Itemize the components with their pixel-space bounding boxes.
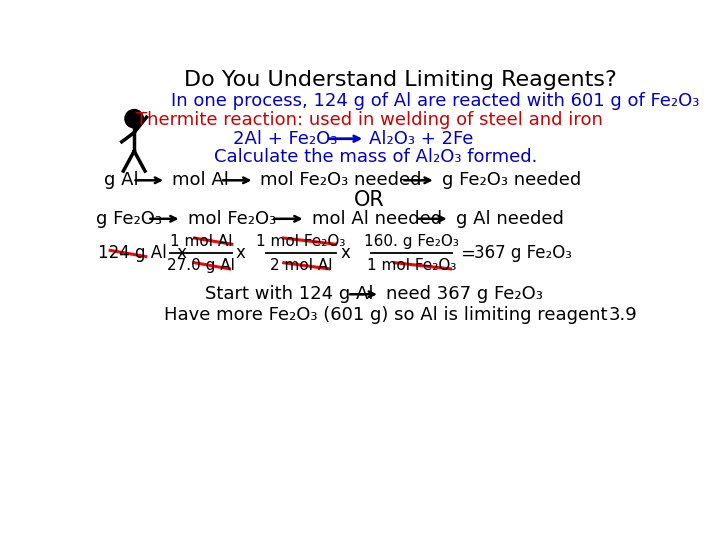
Text: 1 mol Fe₂O₃: 1 mol Fe₂O₃: [367, 258, 456, 273]
Text: need 367 g Fe₂O₃: need 367 g Fe₂O₃: [386, 285, 543, 303]
Text: 367 g Fe₂O₃: 367 g Fe₂O₃: [474, 245, 572, 262]
Text: mol Al: mol Al: [172, 171, 229, 190]
Text: 1 mol Fe₂O₃: 1 mol Fe₂O₃: [256, 234, 346, 248]
Circle shape: [126, 110, 143, 127]
Text: Al₂O₃ + 2Fe: Al₂O₃ + 2Fe: [369, 130, 473, 148]
Text: g Fe₂O₃: g Fe₂O₃: [96, 210, 162, 228]
Text: mol Al needed: mol Al needed: [312, 210, 442, 228]
Text: mol Fe₂O₃: mol Fe₂O₃: [188, 210, 276, 228]
Text: 27.0 g Al: 27.0 g Al: [167, 258, 235, 273]
Text: Thermite reaction: used in welding of steel and iron: Thermite reaction: used in welding of st…: [135, 111, 603, 129]
Text: 160. g Fe₂O₃: 160. g Fe₂O₃: [364, 234, 459, 248]
Text: 124 g Al  x: 124 g Al x: [98, 245, 187, 262]
Text: g Al: g Al: [104, 171, 138, 190]
Text: In one process, 124 g of Al are reacted with 601 g of Fe₂O₃: In one process, 124 g of Al are reacted …: [171, 92, 700, 110]
Text: 2 mol Al: 2 mol Al: [269, 258, 332, 273]
Text: Have more Fe₂O₃ (601 g) so Al is limiting reagent: Have more Fe₂O₃ (601 g) so Al is limitin…: [163, 306, 607, 324]
Text: mol Fe₂O₃ needed: mol Fe₂O₃ needed: [261, 171, 422, 190]
Text: 2Al + Fe₂O₃: 2Al + Fe₂O₃: [233, 130, 338, 148]
Text: Do You Understand Limiting Reagents?: Do You Understand Limiting Reagents?: [184, 70, 616, 90]
Text: 1 mol Al: 1 mol Al: [170, 234, 232, 248]
Text: 3.9: 3.9: [608, 306, 637, 324]
Text: Calculate the mass of Al₂O₃ formed.: Calculate the mass of Al₂O₃ formed.: [214, 148, 537, 166]
Text: =: =: [461, 245, 475, 262]
Text: Start with 124 g Al: Start with 124 g Al: [204, 285, 373, 303]
Text: g Fe₂O₃ needed: g Fe₂O₃ needed: [442, 171, 581, 190]
Text: g Al needed: g Al needed: [456, 210, 564, 228]
Text: x: x: [341, 245, 351, 262]
Text: OR: OR: [354, 190, 384, 210]
Text: x: x: [235, 245, 246, 262]
